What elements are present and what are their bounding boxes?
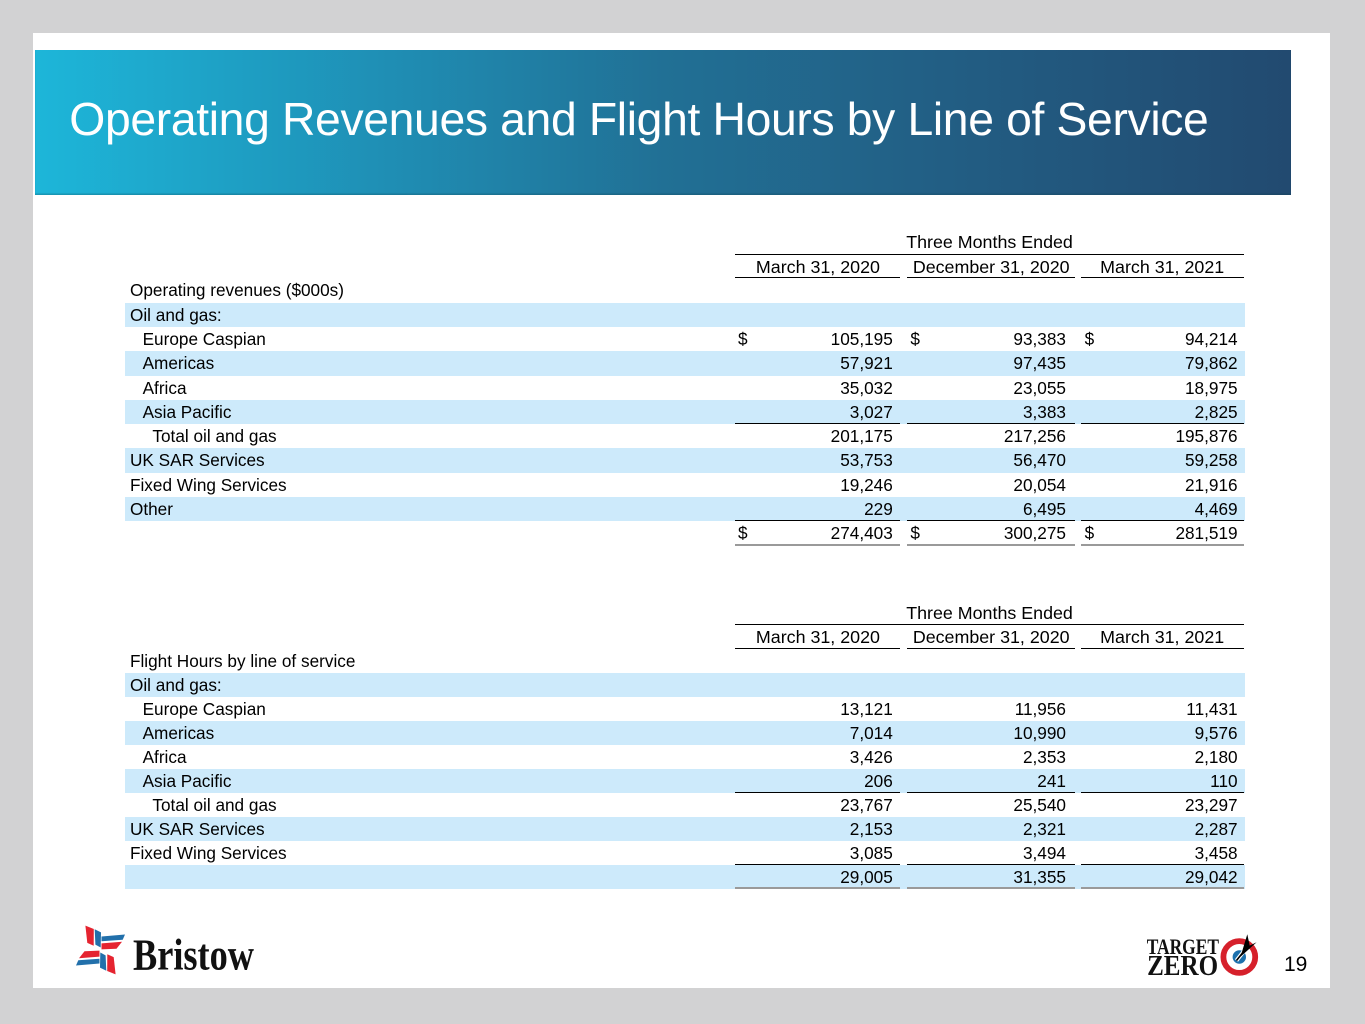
svg-text:Bristow: Bristow	[133, 931, 254, 980]
svg-text:TARGET: TARGET	[1147, 935, 1220, 959]
svg-text:ZERO: ZERO	[1147, 951, 1218, 982]
